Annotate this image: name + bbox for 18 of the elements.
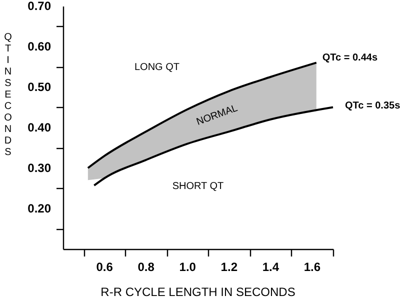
y-tick-label: 0.20	[28, 202, 52, 216]
x-axis-title: R-R CYCLE LENGTH IN SECONDS	[100, 285, 296, 298]
text: QT IN SECONDS	[4, 32, 12, 158]
series-label: QTc = 0.44s	[322, 52, 378, 64]
y-tick-label: 0.50	[28, 80, 52, 94]
x-tick-label: 0.6	[96, 260, 114, 274]
x-tick-label: 1.6	[304, 260, 321, 274]
x-tick-label: 1.4	[262, 260, 280, 274]
annotation: LONG QT	[134, 62, 180, 73]
series-label: QTc = 0.35s	[345, 100, 400, 112]
y-tick-label: 0.40	[28, 120, 52, 134]
y-tick-label: 0.70	[28, 0, 52, 13]
x-tick-label: 1.2	[220, 260, 238, 274]
annotation: SHORT QT	[172, 181, 224, 192]
x-tick-label: 0.8	[138, 260, 155, 274]
y-tick-label: 0.30	[28, 161, 52, 175]
y-tick-label: 0.60	[28, 40, 52, 54]
x-tick-label: 1.0	[179, 260, 196, 274]
